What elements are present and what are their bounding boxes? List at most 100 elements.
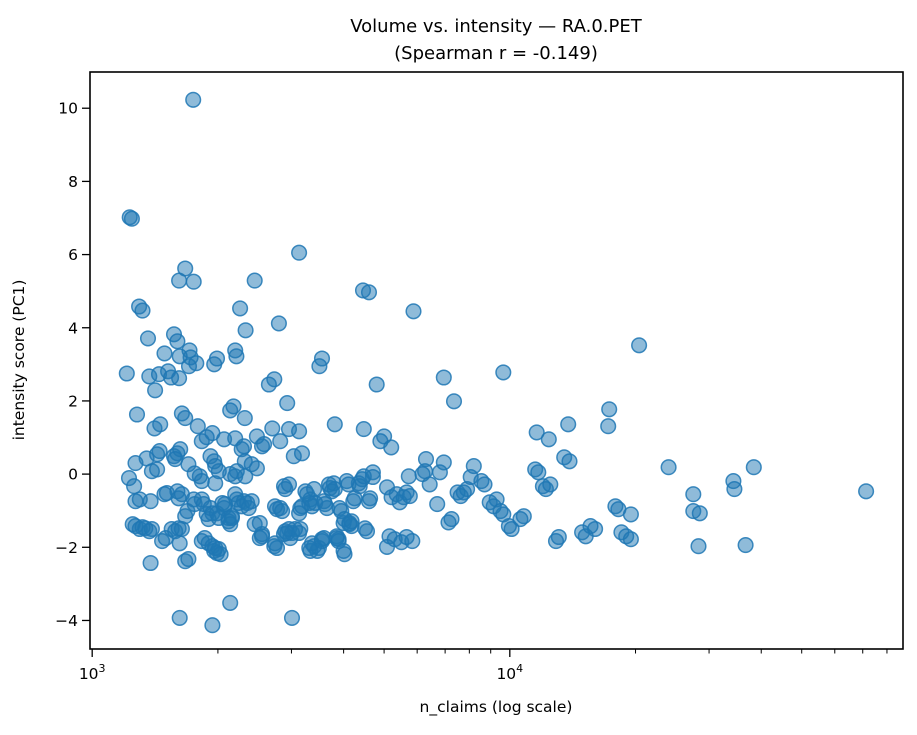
scatter-point xyxy=(358,523,376,540)
scatter-point xyxy=(405,303,422,320)
scatter-point xyxy=(237,468,254,485)
plot-frame xyxy=(89,71,904,650)
scatter-point xyxy=(171,370,188,387)
scatter-point xyxy=(368,376,385,393)
scatter-point xyxy=(270,315,287,332)
scatter-point xyxy=(685,486,702,503)
scatter-point xyxy=(156,345,173,362)
scatter-point xyxy=(690,538,707,555)
scatter-point xyxy=(293,445,311,462)
scatter-point xyxy=(225,398,242,415)
scatter-point xyxy=(173,520,190,538)
y-tick-label: 4 xyxy=(68,319,78,337)
scatter-point xyxy=(726,481,743,498)
scatter-point xyxy=(495,364,512,381)
scatter-point xyxy=(207,475,224,492)
scatter-point xyxy=(235,438,253,455)
scatter-point xyxy=(560,416,577,433)
scatter-point xyxy=(253,526,271,543)
scatter-point xyxy=(204,617,221,634)
scatter-point xyxy=(401,488,418,505)
scatter-point xyxy=(237,322,254,339)
scatter-point xyxy=(691,505,708,522)
scatter-point xyxy=(465,458,482,475)
scatter-point xyxy=(256,436,273,453)
scatter-point xyxy=(360,284,378,301)
scatter-point xyxy=(206,356,223,373)
scatter-point xyxy=(147,382,164,399)
y-axis-label: intensity score (PC1) xyxy=(10,280,28,441)
scatter-point xyxy=(435,369,452,386)
scatter-point xyxy=(622,531,639,548)
scatter-point xyxy=(134,302,151,319)
scatter-point xyxy=(378,538,396,555)
scatter-point xyxy=(587,520,604,538)
scatter-point xyxy=(283,609,301,626)
scatter-point xyxy=(445,393,463,410)
scatter-point xyxy=(311,358,328,375)
scatter-points-layer xyxy=(118,91,875,634)
scatter-point xyxy=(561,453,578,470)
scatter-point xyxy=(167,451,184,468)
x-axis-label: n_claims (log scale) xyxy=(420,698,573,717)
scatter-point xyxy=(185,273,202,290)
scatter-point xyxy=(139,330,157,347)
scatter-point xyxy=(142,554,159,572)
scatter-point xyxy=(383,439,400,456)
x-tick-label: 103 xyxy=(79,662,106,683)
scatter-point xyxy=(291,423,308,440)
scatter-point xyxy=(128,406,146,423)
scatter-point xyxy=(600,418,617,435)
scatter-point xyxy=(272,433,289,450)
scatter-point xyxy=(550,528,567,546)
scatter-point xyxy=(542,476,559,493)
scatter-point xyxy=(660,459,677,476)
y-tick-label: 10 xyxy=(58,100,78,118)
scatter-point xyxy=(185,91,202,108)
y-tick-label: −4 xyxy=(55,612,78,630)
scatter-point xyxy=(171,272,188,289)
scatter-point xyxy=(248,460,265,477)
scatter-point xyxy=(362,490,379,507)
scatter-point xyxy=(336,546,353,563)
scatter-point xyxy=(431,464,448,481)
scatter-point xyxy=(232,300,249,317)
y-tick-label: −2 xyxy=(55,539,78,557)
scatter-point xyxy=(503,520,520,538)
scatter-point xyxy=(400,468,417,485)
scatter-point xyxy=(118,365,135,382)
scatter-point xyxy=(429,496,446,513)
scatter-point xyxy=(279,395,296,412)
scatter-point xyxy=(198,429,215,446)
scatter-point xyxy=(123,210,140,227)
scatter-point xyxy=(858,483,875,500)
scatter-point xyxy=(292,520,309,538)
scatter-point xyxy=(355,421,372,438)
scatter-point xyxy=(530,464,547,481)
scatter-point xyxy=(601,401,618,418)
scatter-point xyxy=(414,466,431,483)
scatter-point xyxy=(291,244,308,261)
chart-title-line2: (Spearman r = -0.149) xyxy=(394,43,598,64)
scatter-point xyxy=(127,493,144,510)
scatter-point xyxy=(343,513,360,530)
scatter-point xyxy=(404,533,421,550)
scatter-point xyxy=(515,508,532,525)
scatter-point xyxy=(745,459,762,476)
y-tick-label: 8 xyxy=(68,173,78,191)
x-tick-label: 104 xyxy=(496,662,523,683)
scatter-point xyxy=(280,476,298,493)
scatter-point xyxy=(326,416,343,433)
scatter-point xyxy=(151,443,168,460)
scatter-point xyxy=(364,468,381,486)
scatter-point xyxy=(171,609,188,626)
scatter-point xyxy=(540,431,557,448)
scatter-point xyxy=(126,478,143,495)
scatter-point xyxy=(177,410,194,427)
scatter-point xyxy=(260,376,277,393)
scatter-point xyxy=(528,424,545,441)
y-tick-label: 6 xyxy=(68,246,78,264)
chart-title-line1: Volume vs. intensity — RA.0.PET xyxy=(350,16,643,37)
